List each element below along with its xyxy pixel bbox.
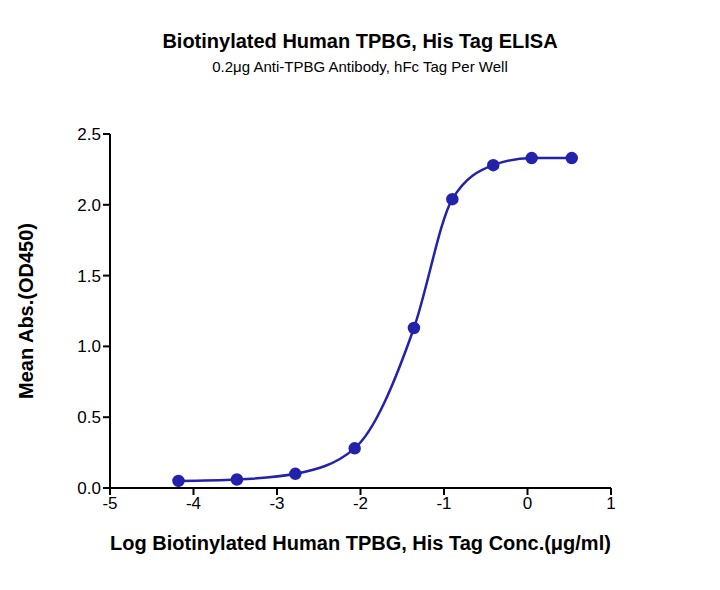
svg-text:2.5: 2.5: [77, 125, 101, 144]
svg-text:0.5: 0.5: [77, 408, 101, 427]
svg-text:-1: -1: [436, 494, 451, 513]
svg-text:-5: -5: [102, 494, 117, 513]
html-text:0.2μg Anti-TPBG Antibody, hFc: 0.2μg Anti-TPBG Antibody, hFc Tag Per We…: [212, 58, 508, 75]
svg-text:-4: -4: [186, 494, 201, 513]
svg-text:1: 1: [606, 494, 615, 513]
svg-text:1.5: 1.5: [77, 267, 101, 286]
svg-text:0: 0: [523, 494, 532, 513]
svg-text:-2: -2: [353, 494, 368, 513]
svg-text:0.0: 0.0: [77, 479, 101, 498]
svg-text:Mean Abs.(OD450): Mean Abs.(OD450): [15, 223, 37, 399]
html-text:Biotinylated Human TPBG, His T: Biotinylated Human TPBG, His Tag ELISA: [162, 30, 558, 52]
svg-text:1.0: 1.0: [77, 337, 101, 356]
svg-text:Log Biotinylated Human TPBG, H: Log Biotinylated Human TPBG, His Tag Con…: [110, 532, 611, 554]
svg-text:-3: -3: [269, 494, 284, 513]
svg-text:2.0: 2.0: [77, 196, 101, 215]
